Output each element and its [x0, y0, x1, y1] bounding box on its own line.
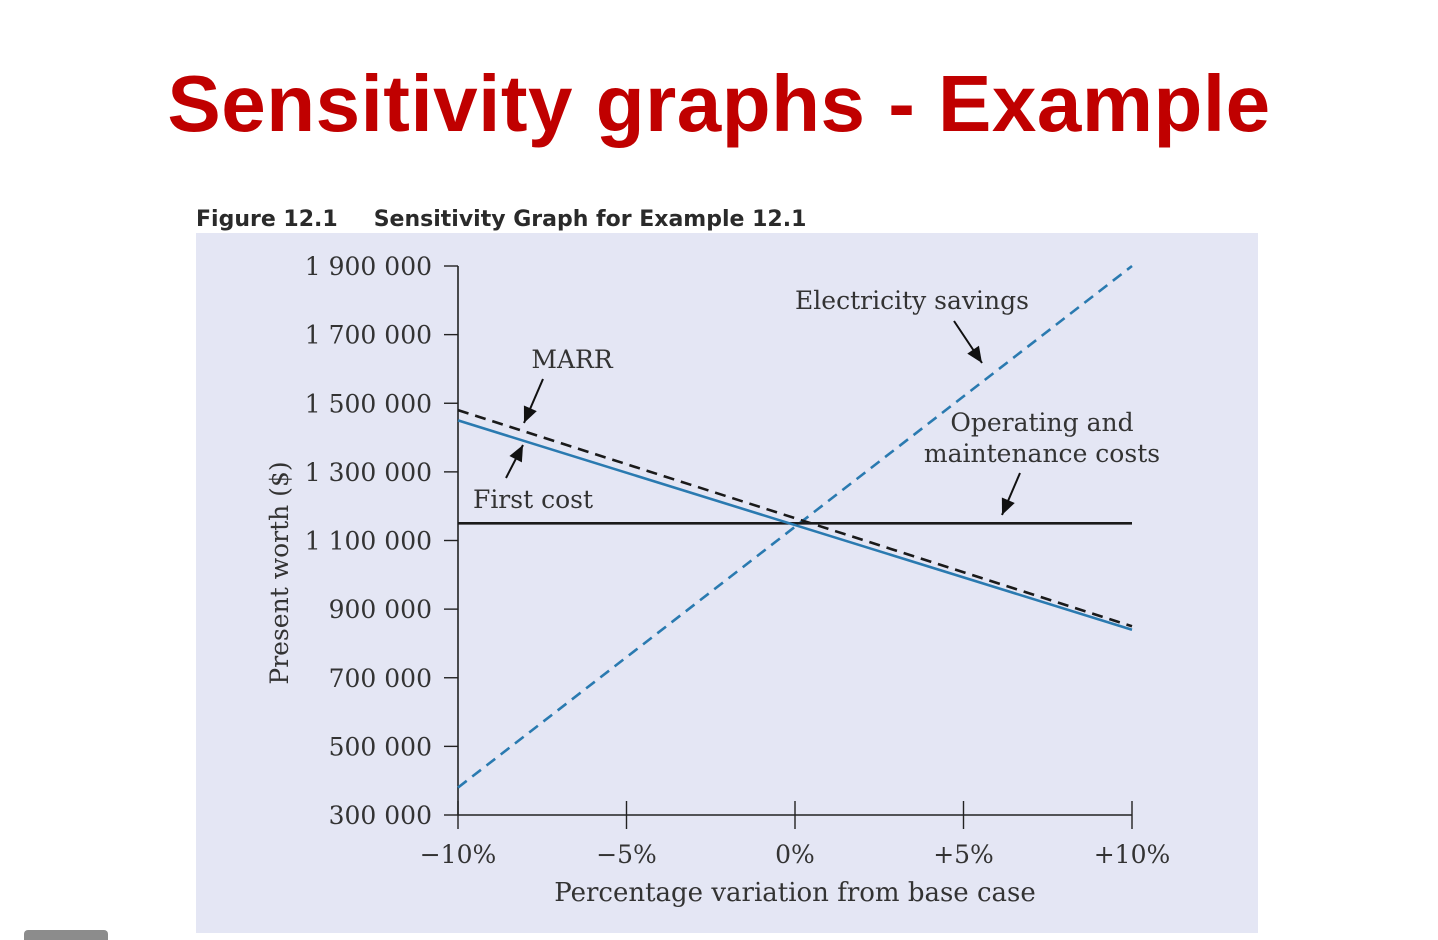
x-tick-label: 0% — [775, 840, 815, 869]
y-tick-label: 900 000 — [329, 595, 432, 624]
figure-caption: Figure 12.1 Sensitivity Graph for Example… — [196, 207, 806, 232]
series-line — [457, 408, 1133, 628]
series-line — [457, 264, 1133, 789]
x-tick-label: +5% — [933, 840, 994, 869]
x-tick-label: −10% — [420, 840, 497, 869]
figure-number: Figure 12.1 — [196, 207, 338, 232]
series-label: First cost — [473, 485, 593, 514]
y-tick-label: 1 700 000 — [305, 321, 432, 350]
y-tick-label: 700 000 — [329, 664, 432, 693]
series-layer — [457, 264, 1133, 789]
series-line — [457, 419, 1133, 631]
chart-panel: 1 900 000 1 700 000 1 500 000 1 300 000 1 10… — [196, 233, 1258, 933]
annotation-arrowhead — [1001, 497, 1015, 515]
y-tick-label: 1 300 000 — [305, 458, 432, 487]
series-label: MARR — [531, 345, 613, 374]
y-axis-label: Present worth ($) — [265, 461, 294, 684]
y-tick-label: 500 000 — [329, 732, 432, 761]
annotation-arrowhead — [509, 445, 523, 463]
y-tick-label: 300 000 — [329, 801, 432, 830]
sensitivity-chart: 1 900 000 1 700 000 1 500 000 1 300 000 1 10… — [196, 233, 1258, 933]
annotation-arrowhead — [523, 405, 537, 423]
x-tick-label: +10% — [1094, 840, 1171, 869]
y-tick-label: 1 900 000 — [305, 252, 432, 281]
y-tick-label: 1 100 000 — [305, 527, 432, 556]
annotation-arrowhead — [967, 345, 982, 363]
x-axis-label: Percentage variation from base case — [554, 878, 1036, 908]
y-tick-label: 1 500 000 — [305, 389, 432, 418]
figure-title: Sensitivity Graph for Example 12.1 — [373, 207, 807, 232]
series-label: Electricity savings — [795, 286, 1029, 315]
x-tick-label: −5% — [596, 840, 657, 869]
slide-scroll-handle[interactable] — [24, 930, 108, 940]
series-label: Operating and maintenance costs — [924, 408, 1160, 468]
axes: 1 900 000 1 700 000 1 500 000 1 300 000 1 10… — [305, 252, 1170, 869]
slide-title: Sensitivity graphs - Example — [167, 59, 1271, 148]
chart-background — [196, 233, 1258, 933]
annotations: Electricity savings Operating and maintena… — [473, 286, 1160, 516]
